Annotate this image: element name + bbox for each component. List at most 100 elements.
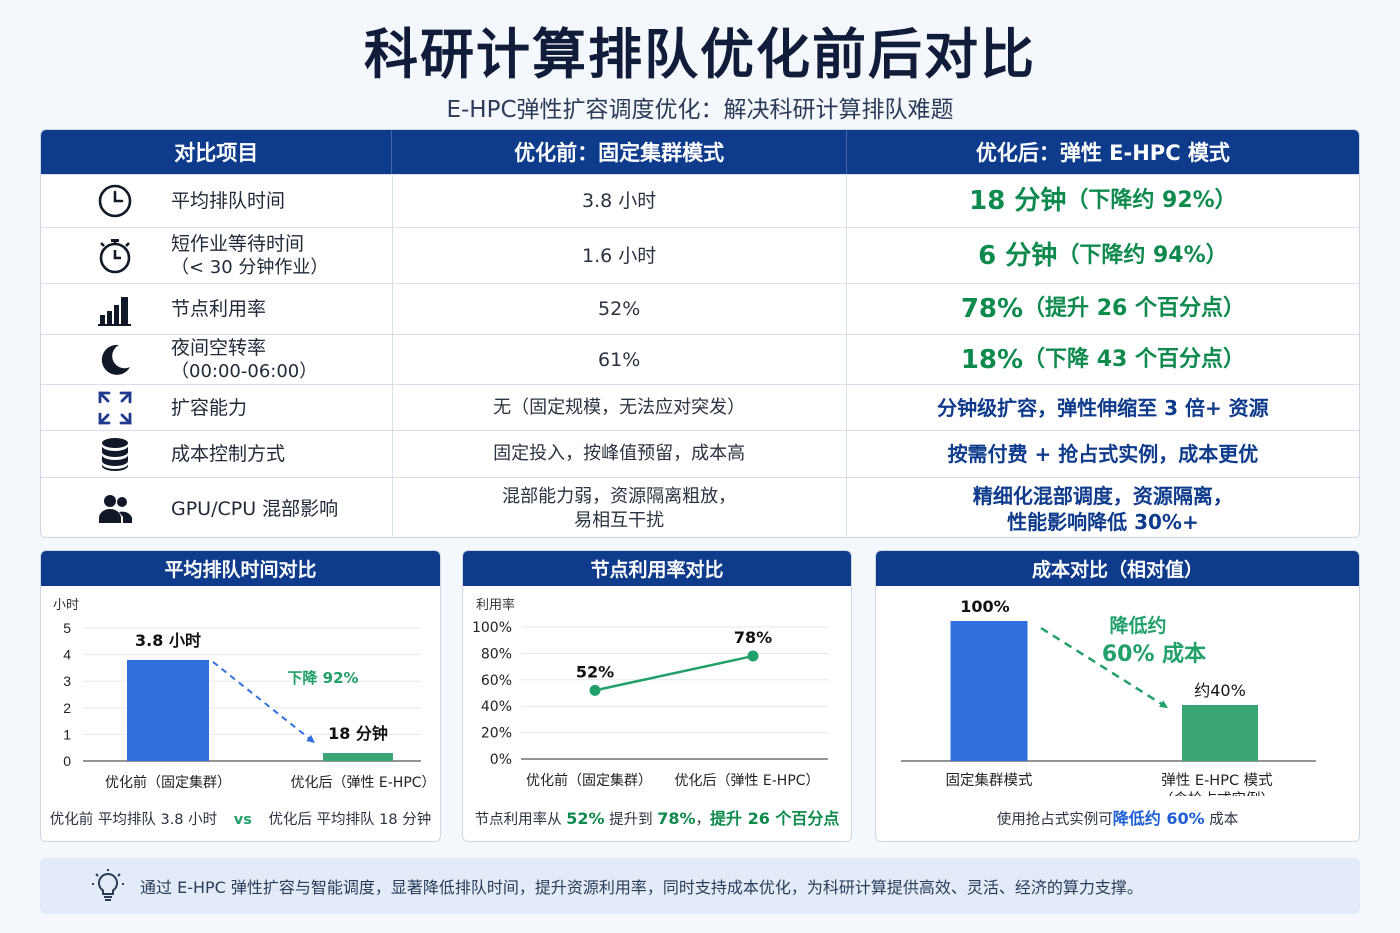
chart-title: 平均排队时间对比: [41, 551, 440, 586]
bar-chart-icon: [95, 289, 135, 329]
y-tick-label: 60%: [481, 673, 512, 689]
summary-text: 通过 E-HPC 弹性扩容与智能调度，显著降低排队时间，提升资源利用率，同时支持…: [140, 878, 1143, 897]
row-label-sub: （< 30 分钟作业）: [171, 256, 329, 278]
lightbulb-icon: [88, 866, 128, 906]
row-after-cell: 6 分钟 （下降约 94%）: [847, 228, 1359, 283]
data-label: 78%: [734, 628, 772, 647]
row-after-cell: 精细化混部调度，资源隔离， 性能影响降低 30%+: [847, 478, 1359, 537]
header-before: 优化前：固定集群模式: [392, 130, 847, 174]
y-tick-label: 3: [63, 673, 71, 689]
x-tick-label: 优化前（固定集群）: [105, 774, 231, 791]
row-item-cell: 短作业等待时间 （< 30 分钟作业）: [41, 228, 393, 283]
row-label-main: 短作业等待时间: [171, 232, 305, 255]
footer-v1: 52%: [566, 809, 605, 828]
trend-arrow: [1040, 626, 1169, 710]
x-tick-label: 优化后（弹性 E-HPC）: [674, 773, 819, 789]
queue-time-chart: 平均排队时间对比 小时 0 1 2 3 4 5 3.8 小时 优化前（固定集群） 18 分钟 优化后…: [40, 550, 441, 842]
row-before-cell: 3.8 小时: [393, 175, 847, 227]
after-note: （下降约 94%）: [1057, 242, 1228, 268]
row-item-cell: 成本控制方式: [41, 431, 393, 477]
data-label: 52%: [576, 662, 614, 681]
after-note: （下降 43 个百分点）: [1023, 346, 1245, 372]
table-row: 节点利用率 52% 78% （提升 26 个百分点）: [41, 283, 1359, 334]
bar: [323, 753, 393, 761]
x-tick-label: （含抢占式实例）: [1159, 790, 1275, 796]
after-value: 18%: [960, 344, 1024, 375]
y-tick-label: 100%: [472, 620, 512, 636]
y-tick-label: 20%: [481, 726, 512, 742]
row-label-sub: （00:00-06:00）: [171, 360, 318, 382]
data-label: 约40%: [1194, 681, 1246, 700]
users-icon: [95, 489, 135, 529]
row-label: GPU/CPU 混部影响: [171, 497, 338, 521]
data-label: 100%: [960, 597, 1009, 616]
footer-a: 节点利用率从: [474, 812, 567, 828]
after-text: 性能影响降低 30%+: [1007, 509, 1199, 534]
chart-title: 成本对比（相对值）: [876, 551, 1359, 586]
y-tick-label: 80%: [481, 646, 512, 662]
series-line: [594, 654, 754, 692]
row-label: 短作业等待时间 （< 30 分钟作业）: [171, 232, 328, 280]
row-label: 节点利用率: [171, 297, 266, 321]
row-before-cell: 混部能力弱，资源隔离粗放， 易相互干扰: [393, 478, 847, 537]
row-before-cell: 52%: [393, 284, 847, 334]
table-row: 短作业等待时间 （< 30 分钟作业） 1.6 小时 6 分钟 （下降约 94%）: [41, 227, 1359, 283]
y-tick-label: 4: [63, 647, 71, 663]
after-note: （提升 26 个百分点）: [1023, 296, 1245, 321]
row-after-cell: 按需付费 + 抢占式实例，成本更优: [847, 431, 1359, 477]
row-item-cell: 扩容能力: [41, 385, 393, 430]
cost-svg: 100% 固定集群模式 约40% 弹性 E-HPC 模式（含抢占式实例） 降低约 60% …: [901, 597, 1316, 796]
cost-chart: 成本对比（相对值） 100% 固定集群模式 约40% 弹性 E-HPC 模式（含抢占式…: [875, 550, 1360, 842]
reduction-annotation: 60% 成本: [1102, 642, 1206, 667]
footer-after: 优化后 平均排队 18 分钟: [268, 812, 432, 828]
table-row: 成本控制方式 固定投入，按峰值预留，成本高 按需付费 + 抢占式实例，成本更优: [41, 430, 1359, 477]
bar: [1182, 705, 1258, 761]
after-note: （下降约 92%）: [1066, 188, 1237, 213]
row-before-cell: 1.6 小时: [393, 228, 847, 283]
data-point: [589, 684, 601, 696]
x-tick-label: 固定集群模式: [946, 772, 1033, 789]
row-before-cell: 61%: [393, 335, 847, 384]
summary-banner: 通过 E-HPC 弹性扩容与智能调度，显著降低排队时间，提升资源利用率，同时支持…: [40, 858, 1360, 914]
footer-c: ，: [695, 812, 711, 828]
row-label-main: 节点利用率: [171, 298, 267, 320]
table-row: 平均排队时间 3.8 小时 18 分钟 （下降约 92%）: [41, 174, 1359, 227]
row-label-main: 夜间空转率: [171, 336, 267, 359]
footer-b: 降低约 60%: [1112, 809, 1205, 828]
bar: [950, 621, 1028, 761]
row-item-cell: GPU/CPU 混部影响: [41, 478, 393, 537]
after-value: 18 分钟: [969, 186, 1067, 216]
comparison-table: 对比项目 优化前：固定集群模式 优化后：弹性 E-HPC 模式 平均排队时间 3.…: [40, 129, 1360, 538]
after-value: 6 分钟: [978, 240, 1058, 271]
row-label: 夜间空转率 （00:00-06:00）: [171, 336, 317, 384]
row-item-cell: 节点利用率: [41, 284, 393, 334]
page-title: 科研计算排队优化前后对比: [364, 23, 1036, 86]
row-label-main: GPU/CPU 混部影响: [171, 497, 339, 520]
data-point: [747, 650, 759, 662]
y-tick-label: 0%: [490, 752, 512, 768]
row-item-cell: 夜间空转率 （00:00-06:00）: [41, 335, 393, 384]
row-label: 平均排队时间: [171, 189, 285, 213]
row-label-main: 平均排队时间: [171, 190, 286, 212]
table-row: 扩容能力 无（固定规模，无法应对突发） 分钟级扩容，弹性伸缩至 3 倍+ 资源: [41, 384, 1359, 430]
stopwatch-icon: [95, 236, 135, 276]
footer-d: 提升 26 个百分点: [710, 809, 840, 828]
y-tick-label: 40%: [481, 699, 512, 715]
table-header: 对比项目 优化前：固定集群模式 优化后：弹性 E-HPC 模式: [41, 130, 1359, 174]
arrow-head: [1159, 700, 1168, 708]
footer-b: 提升到: [604, 812, 658, 828]
after-text: 分钟级扩容，弹性伸缩至 3 倍+ 资源: [937, 395, 1269, 420]
footer-c: 成本: [1204, 812, 1239, 828]
footer-before: 优化前 平均排队 3.8 小时: [49, 812, 218, 828]
data-label: 3.8 小时: [135, 631, 201, 650]
row-label: 扩容能力: [171, 396, 247, 420]
chart-title: 节点利用率对比: [463, 551, 851, 586]
page-subtitle: E-HPC弹性扩容调度优化：解决科研计算排队难题: [446, 97, 954, 123]
moon-icon: [95, 340, 135, 380]
table-row: GPU/CPU 混部影响 混部能力弱，资源隔离粗放， 易相互干扰 精细化混部调度，资源…: [41, 477, 1359, 537]
y-axis-label: 小时: [53, 597, 79, 612]
y-tick-label: 5: [63, 620, 71, 636]
x-tick-label: 优化后（弹性 E-HPC）: [290, 775, 435, 791]
expand-icon: [95, 388, 135, 428]
